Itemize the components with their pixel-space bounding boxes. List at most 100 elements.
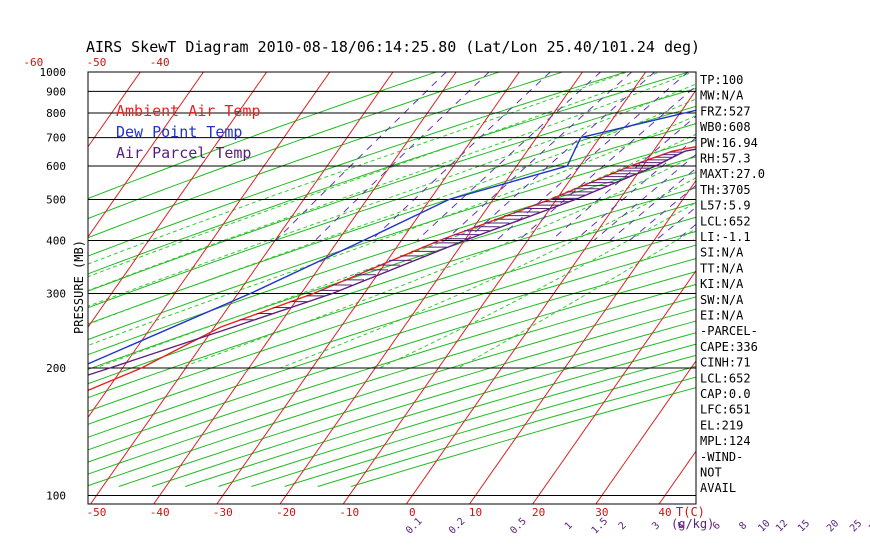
mixing-ratio-label: 0.1 — [404, 516, 425, 537]
series-lines — [88, 109, 696, 392]
stat-line: EI:N/A — [700, 309, 744, 323]
mixing-ratio-label: 30 — [867, 518, 870, 534]
dry-adiabat-line — [88, 258, 696, 451]
temp-unit-label: T(C) — [676, 505, 705, 519]
dry-adiabat-line — [88, 139, 696, 341]
dry-adiabat-line — [88, 87, 696, 292]
isotherm-line — [405, 89, 696, 504]
stat-line: MAXT:27.0 — [700, 167, 765, 181]
mixing-ratio-line — [314, 72, 490, 241]
stat-line: PW:16.94 — [700, 136, 758, 150]
series-line — [88, 148, 696, 376]
pressure-tick-label: 900 — [46, 85, 66, 98]
top-temp-tick-label: -60 — [23, 56, 43, 69]
moist-adiabat-line — [88, 72, 662, 278]
mixing-ratio-line — [550, 115, 696, 241]
stat-line: FRZ:527 — [700, 104, 751, 118]
stat-line: LFC:651 — [700, 403, 751, 417]
dry-adiabat-line — [88, 216, 696, 412]
isotherm-line — [595, 360, 696, 504]
stat-line: LCL:652 — [700, 214, 751, 228]
dry-adiabat-line — [88, 187, 696, 385]
bottom-temp-tick-label: -40 — [150, 506, 170, 519]
dry-adiabat-line — [88, 72, 438, 200]
dry-adiabat-line — [88, 105, 696, 309]
dry-adiabat-line — [88, 72, 628, 257]
mixing-ratio-label: 2 — [617, 520, 629, 532]
grid-lines — [0, 63, 696, 505]
plot-frame — [87, 71, 697, 505]
moist-adiabat-line — [88, 72, 694, 292]
dry-adiabat-line — [88, 72, 691, 275]
stat-line: TT:N/A — [700, 261, 744, 275]
mixing-ratio-line — [574, 137, 696, 241]
isotherm-line — [216, 72, 520, 504]
moist-adiabat-line — [179, 154, 696, 369]
pressure-tick-label: 500 — [46, 193, 66, 206]
pressure-tick-label: 200 — [46, 362, 66, 375]
stat-line: AVAIL — [700, 481, 736, 495]
mixing-ratio-label: 3 — [650, 520, 662, 532]
mixing-ratio-line — [495, 72, 689, 241]
mixing-ratio-line — [416, 72, 602, 241]
isotherm-line — [342, 72, 647, 504]
stat-line: TP:100 — [700, 73, 743, 87]
legend: Ambient Air Temp Dew Point Temp Air Parcel… — [116, 102, 261, 162]
mixing-ratio-label: 0.2 — [447, 516, 468, 537]
mixing-ratio-label: 1 — [563, 520, 575, 532]
mixing-ratio-line — [465, 72, 656, 241]
isotherm-line — [88, 72, 331, 419]
dry-adiabat-line — [88, 72, 565, 239]
isotherm-line — [658, 450, 696, 504]
pressure-tick-label: 800 — [46, 107, 66, 120]
mixing-ratio-label: 10 — [756, 518, 772, 534]
stat-line: -WIND- — [700, 450, 743, 464]
stat-line: -PARCEL- — [700, 324, 758, 338]
y-axis-label: PRESSURE (MB) — [72, 240, 86, 334]
dry-adiabat-line — [88, 244, 696, 438]
isotherm-line — [89, 72, 394, 504]
mixing-ratio-label: 8 — [737, 520, 749, 532]
legend-entry: Ambient Air Temp — [116, 102, 261, 120]
stat-line: CAPE:336 — [700, 340, 758, 354]
isotherm-line — [0, 63, 20, 505]
bottom-temp-tick-label: -10 — [339, 506, 359, 519]
bottom-temp-tick-label: -20 — [276, 506, 296, 519]
isotherm-line — [153, 72, 457, 504]
moist-adiabat-line — [88, 83, 696, 307]
mixing-ratio-label: 20 — [825, 518, 841, 534]
bottom-temp-tick-label: 10 — [469, 506, 482, 519]
pressure-tick-label: 400 — [46, 235, 66, 248]
stat-line: MPL:124 — [700, 434, 751, 448]
moist-adiabat-line — [88, 115, 696, 347]
stat-line: LI:-1.1 — [700, 230, 751, 244]
moist-adiabat-line — [88, 72, 629, 265]
mixing-ratio-line — [655, 206, 696, 241]
bottom-temp-tick-label: 20 — [532, 506, 545, 519]
mixing-ratio-line — [275, 72, 447, 241]
legend-entry: Dew Point Temp — [116, 123, 242, 141]
legend-entry: Air Parcel Temp — [116, 144, 251, 162]
dry-adiabat-line — [88, 271, 696, 463]
pressure-tick-label: 600 — [46, 160, 66, 173]
moist-adiabat-line — [280, 177, 696, 369]
stat-line: LCL:652 — [700, 371, 751, 385]
dry-adiabat-line — [88, 296, 696, 487]
isotherm-line — [532, 269, 696, 504]
isotherm-line — [88, 72, 205, 238]
series-line — [88, 109, 696, 365]
pressure-tick-label: 300 — [46, 287, 66, 300]
bottom-temp-tick-label: -50 — [87, 506, 107, 519]
mixing-ratio-label: 12 — [774, 518, 790, 534]
mixing-ratio-label: 25 — [848, 518, 864, 534]
dry-adiabat-line — [88, 283, 696, 475]
top-temp-tick-label: -50 — [87, 56, 107, 69]
mixing-ratio-line — [370, 72, 552, 241]
mixing-ratio-line — [629, 184, 696, 241]
pressure-tick-label: 700 — [46, 132, 66, 145]
stat-line: EL:219 — [700, 418, 743, 432]
isotherm-line — [279, 72, 584, 504]
isotherm-line — [0, 63, 83, 505]
series-line — [88, 146, 696, 392]
